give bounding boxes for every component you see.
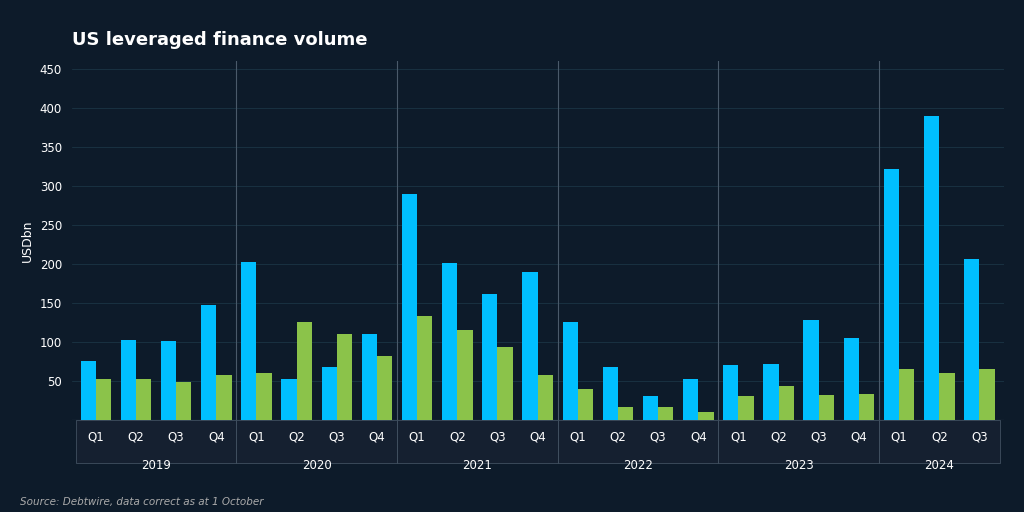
Bar <box>844 338 859 420</box>
Bar <box>498 347 513 420</box>
Bar <box>804 320 819 420</box>
FancyBboxPatch shape <box>719 420 879 463</box>
Text: 2023: 2023 <box>783 459 813 472</box>
Bar <box>578 389 593 420</box>
Bar <box>161 341 176 420</box>
Bar <box>965 259 979 420</box>
Bar <box>899 369 914 420</box>
Bar <box>322 367 337 420</box>
Bar <box>778 387 794 420</box>
Bar <box>522 272 538 420</box>
Bar <box>683 379 698 420</box>
Bar <box>216 375 231 420</box>
Text: US leveraged finance volume: US leveraged finance volume <box>72 31 368 49</box>
Bar <box>297 323 312 420</box>
FancyBboxPatch shape <box>237 420 397 463</box>
Bar <box>136 379 152 420</box>
FancyBboxPatch shape <box>879 420 999 463</box>
Bar <box>859 394 874 420</box>
Bar <box>763 364 778 420</box>
Bar <box>401 194 417 420</box>
Bar <box>603 367 617 420</box>
Bar <box>924 116 939 420</box>
Text: 2020: 2020 <box>302 459 332 472</box>
Bar <box>201 305 216 420</box>
Bar <box>96 379 111 420</box>
Bar <box>979 369 994 420</box>
Bar <box>723 365 738 420</box>
Bar <box>377 356 392 420</box>
Bar <box>458 330 472 420</box>
Bar <box>538 375 553 420</box>
Bar <box>81 361 96 420</box>
Y-axis label: USDbn: USDbn <box>22 219 34 262</box>
Bar <box>361 334 377 420</box>
FancyBboxPatch shape <box>76 420 237 463</box>
Bar <box>617 407 633 420</box>
Bar <box>658 407 674 420</box>
Bar <box>643 396 658 420</box>
Bar <box>738 396 754 420</box>
Bar <box>819 395 834 420</box>
Bar <box>417 316 432 420</box>
Bar <box>442 263 458 420</box>
Bar <box>698 412 714 420</box>
Text: Source: Debtwire, data correct as at 1 October: Source: Debtwire, data correct as at 1 O… <box>20 497 264 507</box>
Bar <box>121 340 136 420</box>
Bar <box>242 263 256 420</box>
Text: 2021: 2021 <box>463 459 493 472</box>
FancyBboxPatch shape <box>558 420 719 463</box>
Bar <box>884 169 899 420</box>
Bar <box>562 323 578 420</box>
FancyBboxPatch shape <box>397 420 558 463</box>
Bar <box>939 373 954 420</box>
Bar <box>482 293 498 420</box>
Bar <box>337 334 352 420</box>
Bar <box>256 373 271 420</box>
Bar <box>282 379 297 420</box>
Text: 2019: 2019 <box>141 459 171 472</box>
Text: 2024: 2024 <box>925 459 954 472</box>
Bar <box>176 382 191 420</box>
Text: 2022: 2022 <box>623 459 653 472</box>
